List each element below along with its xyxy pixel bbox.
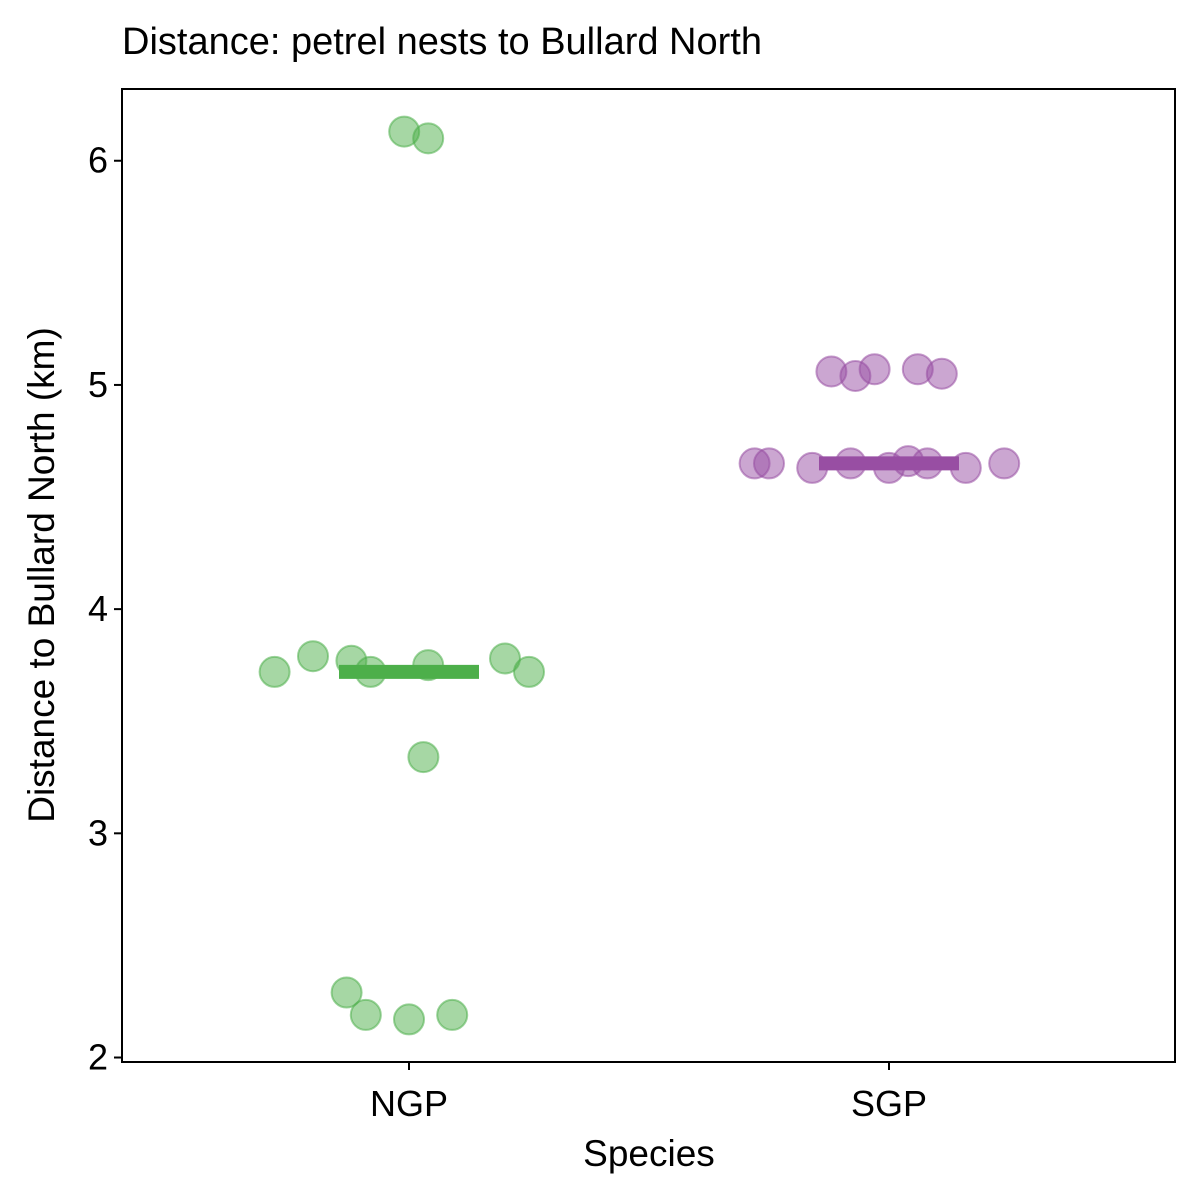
data-point-ngp	[407, 741, 440, 774]
y-tick-label: 4	[88, 588, 108, 629]
data-point-ngp	[349, 998, 382, 1031]
points-layer	[258, 115, 1021, 1036]
data-point-ngp	[436, 998, 469, 1031]
y-tick-label: 2	[88, 1037, 108, 1078]
data-point-ngp	[393, 1003, 425, 1036]
data-point-sgp	[858, 353, 891, 386]
data-point-sgp	[925, 357, 958, 390]
data-point-ngp	[412, 122, 445, 155]
y-tick-label: 5	[88, 364, 108, 405]
y-tick-label: 6	[88, 140, 108, 181]
data-point-sgp	[988, 447, 1021, 480]
data-point-ngp	[489, 642, 521, 675]
x-axis-title: Species	[583, 1133, 715, 1174]
data-point-ngp	[297, 640, 329, 673]
plot-panel-border	[121, 88, 1176, 1063]
data-point-ngp	[330, 976, 363, 1009]
x-tick-label: NGP	[370, 1083, 448, 1124]
data-point-sgp	[753, 447, 785, 480]
y-axis: 2 3 4 5 6	[88, 140, 122, 1078]
y-axis-title: Distance to Bullard North (km)	[21, 327, 62, 823]
data-point-ngp	[513, 655, 545, 688]
medians-layer	[339, 456, 959, 679]
y-tick-label: 3	[88, 812, 108, 853]
x-axis: NGP SGP	[370, 1062, 927, 1124]
data-point-ngp	[258, 655, 291, 688]
x-tick-label: SGP	[851, 1083, 927, 1124]
chart-title: Distance: petrel nests to Bullard North	[122, 21, 762, 63]
